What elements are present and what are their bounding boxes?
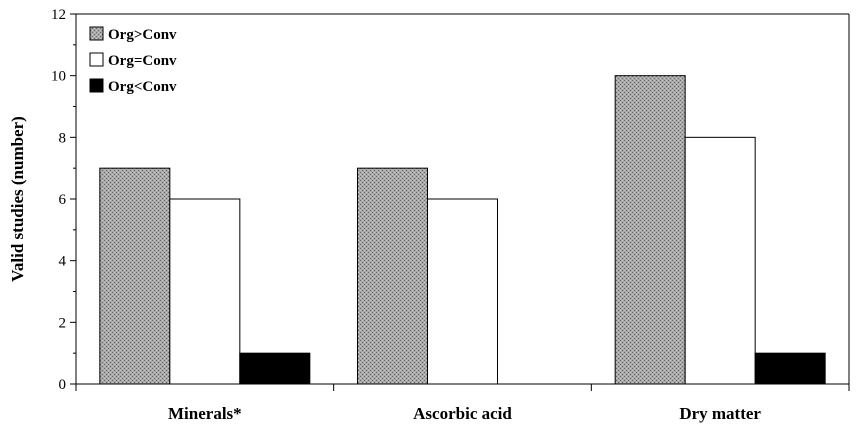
x-category-label: Minerals* [168, 404, 242, 423]
bar [169, 198, 241, 385]
bar [239, 352, 311, 385]
y-tick-label: 2 [59, 315, 67, 331]
bars-group [99, 75, 826, 385]
x-category-label: Dry matter [679, 404, 761, 423]
legend: Org>Conv Org=Conv Org<Conv [89, 26, 177, 95]
legend-label: Org=Conv [108, 53, 177, 69]
plot-area [76, 13, 850, 384]
legend-label: Org<Conv [108, 79, 177, 95]
legend-label: Org>Conv [108, 27, 177, 43]
y-tick-label: 8 [59, 130, 67, 146]
bar [357, 167, 428, 385]
legend-swatch [89, 52, 104, 67]
y-tick-label: 6 [59, 192, 67, 208]
legend-swatch [89, 78, 104, 93]
y-tick-label: 12 [51, 7, 66, 23]
y-axis-label: Valid studies (number) [8, 116, 27, 282]
x-category-label: Ascorbic acid [413, 404, 512, 423]
x-axis: Minerals* Ascorbic acid Dry matter [75, 383, 850, 423]
bar [614, 75, 686, 385]
bar [684, 136, 756, 385]
bar [99, 167, 171, 385]
y-tick-label: 4 [59, 254, 67, 270]
y-tick-label: 0 [59, 377, 67, 393]
legend-swatch [89, 26, 104, 41]
bar [427, 198, 498, 385]
y-axis: 0 2 4 6 8 10 12 [51, 7, 77, 393]
bar [754, 352, 826, 385]
y-tick-label: 10 [51, 69, 66, 85]
